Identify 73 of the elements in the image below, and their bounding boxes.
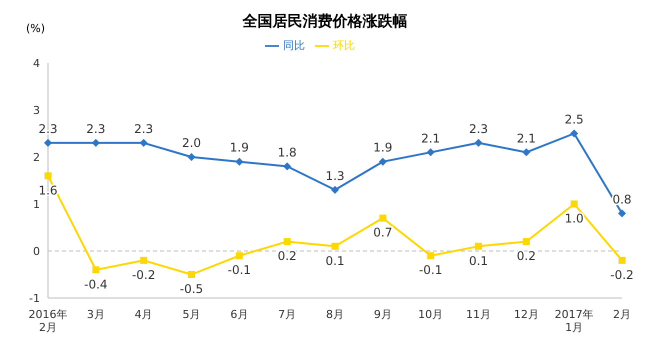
point [188,153,196,161]
data-label: 2.1 [421,131,440,146]
point [378,158,387,166]
data-label: 1.8 [278,145,297,160]
y-tick-label: 4 [33,56,40,70]
data-label: 0.1 [325,254,345,268]
x-tick-label: 4月 [134,308,153,321]
y-tick-label: 0 [33,244,40,258]
x-tick-label: 9月 [374,308,392,321]
point [522,148,530,156]
x-tick-label: 2016年 2月 [28,308,68,334]
x-tick-label: 10月 [418,308,444,321]
point [284,238,291,246]
data-label: 2.3 [468,122,488,136]
data-label: 1.9 [373,140,392,155]
point [618,209,626,218]
data-label: 2.3 [86,122,106,136]
point [188,271,195,278]
data-label: -0.1 [228,263,252,278]
point [618,256,626,264]
data-label: 0.7 [373,226,392,240]
point [44,138,52,147]
point [332,242,338,250]
legend-label: 同比 [283,39,305,52]
y-tick-label: 3 [33,104,40,117]
x-tick-label: 6月 [230,308,248,321]
x-tick-label: 7月 [278,308,296,321]
point [331,186,339,194]
point [522,238,530,246]
point [427,252,434,260]
legend-label: 环比 [333,39,355,52]
data-label: 2.3 [38,122,58,136]
point [570,200,578,208]
x-tick-label: 2017年 1月 [554,308,594,334]
point [474,138,482,147]
data-label: 2.1 [516,131,536,146]
x-tick-label: 2月 [613,308,631,321]
point [475,242,482,250]
point [570,130,578,138]
x-tick-label: 5月 [182,308,200,321]
chart-title: 全国居民消费价格涨跌幅 [242,12,408,30]
data-label: 1.9 [230,140,249,155]
point [426,148,435,156]
data-label: 2.0 [182,136,202,150]
point [140,138,148,147]
data-label: -0.4 [84,277,108,292]
x-tick-label: 8月 [326,308,344,321]
x-tick-label: 3月 [86,308,105,321]
data-label: 2.3 [134,122,154,136]
point [379,214,386,222]
point [92,266,100,274]
data-label: -0.2 [610,268,634,282]
point [235,158,244,166]
data-label: -0.2 [132,268,156,282]
data-label: -0.1 [418,263,442,278]
x-tick-label: 12月 [514,308,539,321]
data-label: 1.0 [564,212,584,226]
data-label: 2.5 [564,112,584,126]
point [44,172,52,180]
y-tick-label: -1 [29,292,40,305]
x-tick-label: 11月 [466,308,491,321]
y-axis-title: (%) [26,22,46,35]
data-label: 0.2 [516,249,536,264]
point [140,256,148,264]
point [283,162,292,170]
point [236,252,243,260]
y-tick-label: 2 [33,150,40,164]
y-tick-label: 1 [33,198,40,211]
data-label: 1.3 [325,168,345,183]
data-label: 0.2 [278,249,297,264]
data-label: 0.1 [468,254,488,268]
data-label: -0.5 [180,282,204,296]
point [92,138,100,147]
